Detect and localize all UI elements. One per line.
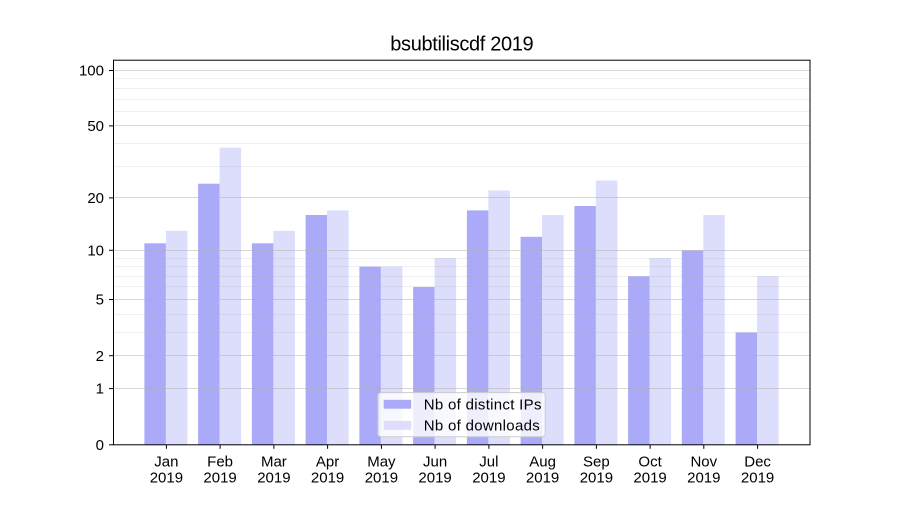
- svg-text:1: 1: [96, 381, 104, 398]
- svg-text:2019: 2019: [526, 469, 559, 486]
- svg-text:bsubtiliscdf 2019: bsubtiliscdf 2019: [390, 34, 533, 56]
- svg-text:Apr: Apr: [316, 454, 339, 471]
- svg-text:Nb of downloads: Nb of downloads: [424, 418, 540, 435]
- svg-text:2019: 2019: [257, 469, 290, 486]
- svg-text:Mar: Mar: [261, 454, 287, 471]
- svg-text:Jun: Jun: [423, 454, 447, 471]
- svg-text:Jul: Jul: [479, 454, 498, 471]
- svg-text:Nb of distinct IPs: Nb of distinct IPs: [424, 397, 542, 414]
- svg-text:2019: 2019: [741, 469, 774, 486]
- svg-text:2019: 2019: [365, 469, 398, 486]
- svg-text:2019: 2019: [687, 469, 720, 486]
- svg-text:Dec: Dec: [744, 454, 771, 471]
- svg-text:2019: 2019: [150, 469, 183, 486]
- svg-text:50: 50: [87, 118, 104, 135]
- svg-text:20: 20: [87, 190, 104, 207]
- svg-text:2019: 2019: [311, 469, 344, 486]
- svg-text:2019: 2019: [580, 469, 613, 486]
- svg-text:10: 10: [87, 243, 104, 260]
- svg-text:2019: 2019: [472, 469, 505, 486]
- svg-text:Sep: Sep: [583, 454, 610, 471]
- svg-text:0: 0: [96, 437, 104, 454]
- svg-text:Feb: Feb: [207, 454, 233, 471]
- svg-text:2019: 2019: [418, 469, 451, 486]
- svg-text:2019: 2019: [203, 469, 236, 486]
- svg-text:Oct: Oct: [638, 454, 662, 471]
- svg-text:5: 5: [96, 292, 104, 309]
- svg-text:Nov: Nov: [690, 454, 717, 471]
- svg-text:2019: 2019: [633, 469, 666, 486]
- svg-text:May: May: [367, 454, 396, 471]
- svg-text:100: 100: [79, 63, 104, 80]
- svg-text:2: 2: [96, 348, 104, 365]
- svg-text:Jan: Jan: [154, 454, 178, 471]
- svg-text:Aug: Aug: [529, 454, 556, 471]
